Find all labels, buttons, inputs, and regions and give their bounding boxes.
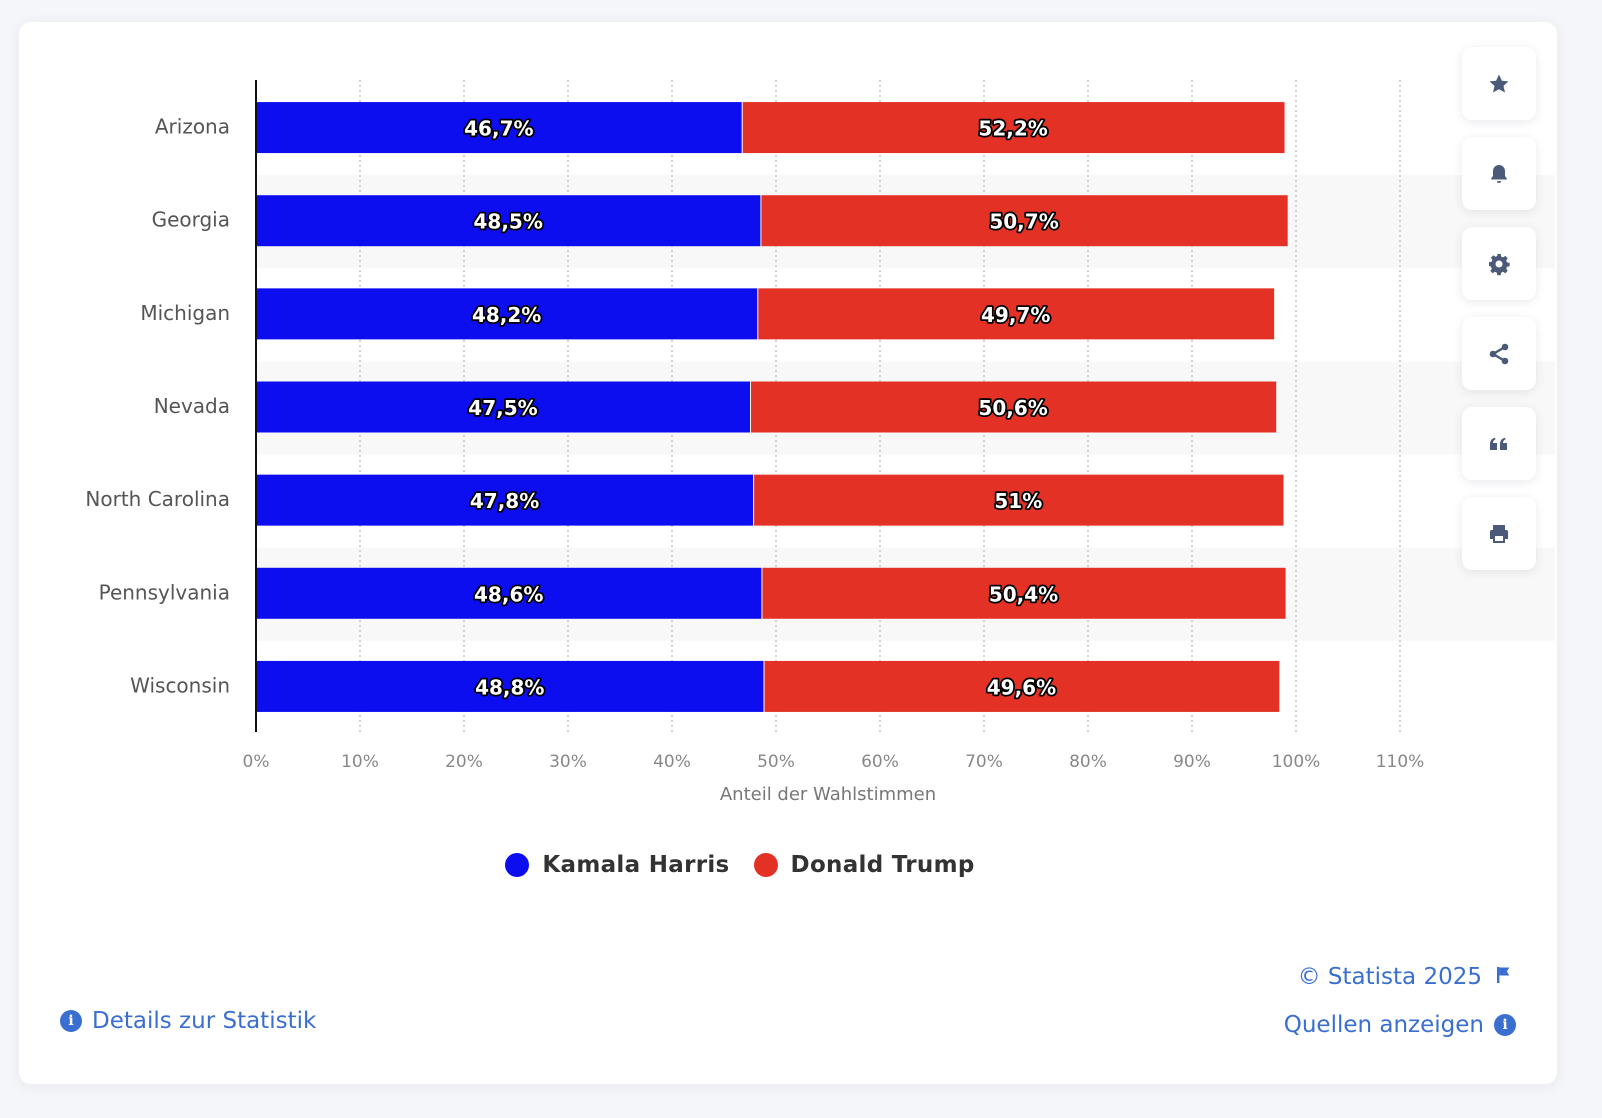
bar-harris[interactable] [256, 288, 758, 340]
bar-trump[interactable] [742, 102, 1285, 154]
legend-dot-trump [753, 853, 778, 877]
legend-item-trump[interactable]: Donald Trump [753, 852, 975, 878]
bar-trump[interactable] [764, 660, 1280, 712]
bar-trump[interactable] [758, 288, 1275, 340]
favorite-button[interactable] [1462, 47, 1536, 120]
data-label: 48,2% [472, 303, 541, 327]
bars: 46,7% 52,2% 48,5% 50,7% 48,2% 49,7% 47,5% 50,6%… [256, 102, 1288, 712]
copyright-link[interactable]: © Statista 2025 [1298, 964, 1512, 990]
category-labels: Arizona Georgia Michigan Nevada North Caroli… [85, 115, 230, 698]
copyright-label: © Statista 2025 [1297, 964, 1482, 990]
details-label: Details zur Statistik [92, 1008, 317, 1034]
info-icon: i [60, 1010, 82, 1032]
star-icon [1489, 74, 1509, 92]
printer-icon [1490, 524, 1508, 543]
bar-trump[interactable] [751, 381, 1277, 433]
sources-label: Quellen anzeigen [1283, 1012, 1484, 1038]
settings-button[interactable] [1462, 227, 1536, 300]
sources-link[interactable]: Quellen anzeigen i [1284, 1012, 1516, 1038]
bar-trump[interactable] [761, 195, 1288, 247]
share-icon [1489, 343, 1509, 364]
bar-harris[interactable] [256, 474, 754, 526]
cite-button[interactable] [1462, 407, 1536, 480]
category-label: Michigan [140, 301, 230, 325]
data-label: 46,7% [464, 117, 533, 141]
chart-legend: Kamala Harris Donald Trump [0, 852, 1480, 878]
category-label: Nevada [154, 394, 230, 418]
bar-harris[interactable] [256, 195, 761, 247]
bar-harris[interactable] [256, 381, 750, 433]
x-tick-label: 40% [653, 752, 691, 772]
x-tick-label: 60% [861, 752, 899, 772]
gear-icon [1489, 253, 1510, 275]
details-link[interactable]: i Details zur Statistik [60, 1008, 316, 1034]
bar-harris[interactable] [256, 567, 762, 619]
x-axis-title: Anteil der Wahlstimmen [720, 784, 936, 805]
quote-icon [1490, 437, 1507, 450]
print-button[interactable] [1462, 497, 1536, 570]
data-label: 50,7% [989, 210, 1058, 234]
category-label: Pennsylvania [99, 580, 230, 604]
bar-harris[interactable] [256, 102, 742, 154]
bell-icon [1491, 164, 1507, 183]
notification-button[interactable] [1462, 137, 1536, 210]
data-label: 50,4% [989, 582, 1058, 606]
bar-trump[interactable] [754, 474, 1284, 526]
x-tick-label: 70% [965, 752, 1003, 772]
category-label: North Carolina [85, 487, 230, 511]
data-label: 51% [994, 489, 1042, 513]
data-label: 48,6% [474, 582, 543, 606]
x-tick-label: 0% [243, 752, 270, 772]
x-tick-label: 110% [1376, 752, 1425, 772]
info-icon: i [1494, 1014, 1516, 1036]
legend-dot-harris [505, 853, 530, 877]
data-label: 47,8% [470, 489, 539, 513]
x-tick-label: 10% [341, 752, 379, 772]
category-label: Wisconsin [130, 673, 230, 697]
bar-trump[interactable] [762, 567, 1286, 619]
bar-harris[interactable] [256, 660, 764, 712]
data-label: 50,6% [978, 396, 1047, 420]
legend-label: Kamala Harris [542, 852, 730, 878]
x-tick-labels: 0% 10% 20% 30% 40% 50% 60% 70% 80% 90% 100% 110% [243, 752, 1425, 772]
flag-icon [1496, 964, 1512, 990]
legend-label: Donald Trump [790, 852, 975, 878]
data-label: 49,6% [987, 675, 1056, 699]
category-label: Arizona [155, 115, 230, 139]
category-label: Georgia [152, 208, 230, 232]
data-label: 47,5% [468, 396, 537, 420]
x-tick-label: 50% [757, 752, 795, 772]
x-tick-label: 90% [1173, 752, 1211, 772]
legend-item-harris[interactable]: Kamala Harris [505, 852, 729, 878]
x-tick-label: 100% [1272, 752, 1321, 772]
x-tick-label: 80% [1069, 752, 1107, 772]
x-tick-label: 20% [445, 752, 483, 772]
data-label: 48,8% [475, 675, 544, 699]
data-label: 52,2% [978, 117, 1047, 141]
data-label: 48,5% [474, 210, 543, 234]
data-label: 49,7% [981, 303, 1050, 327]
share-button[interactable] [1462, 317, 1536, 390]
x-tick-label: 30% [549, 752, 587, 772]
